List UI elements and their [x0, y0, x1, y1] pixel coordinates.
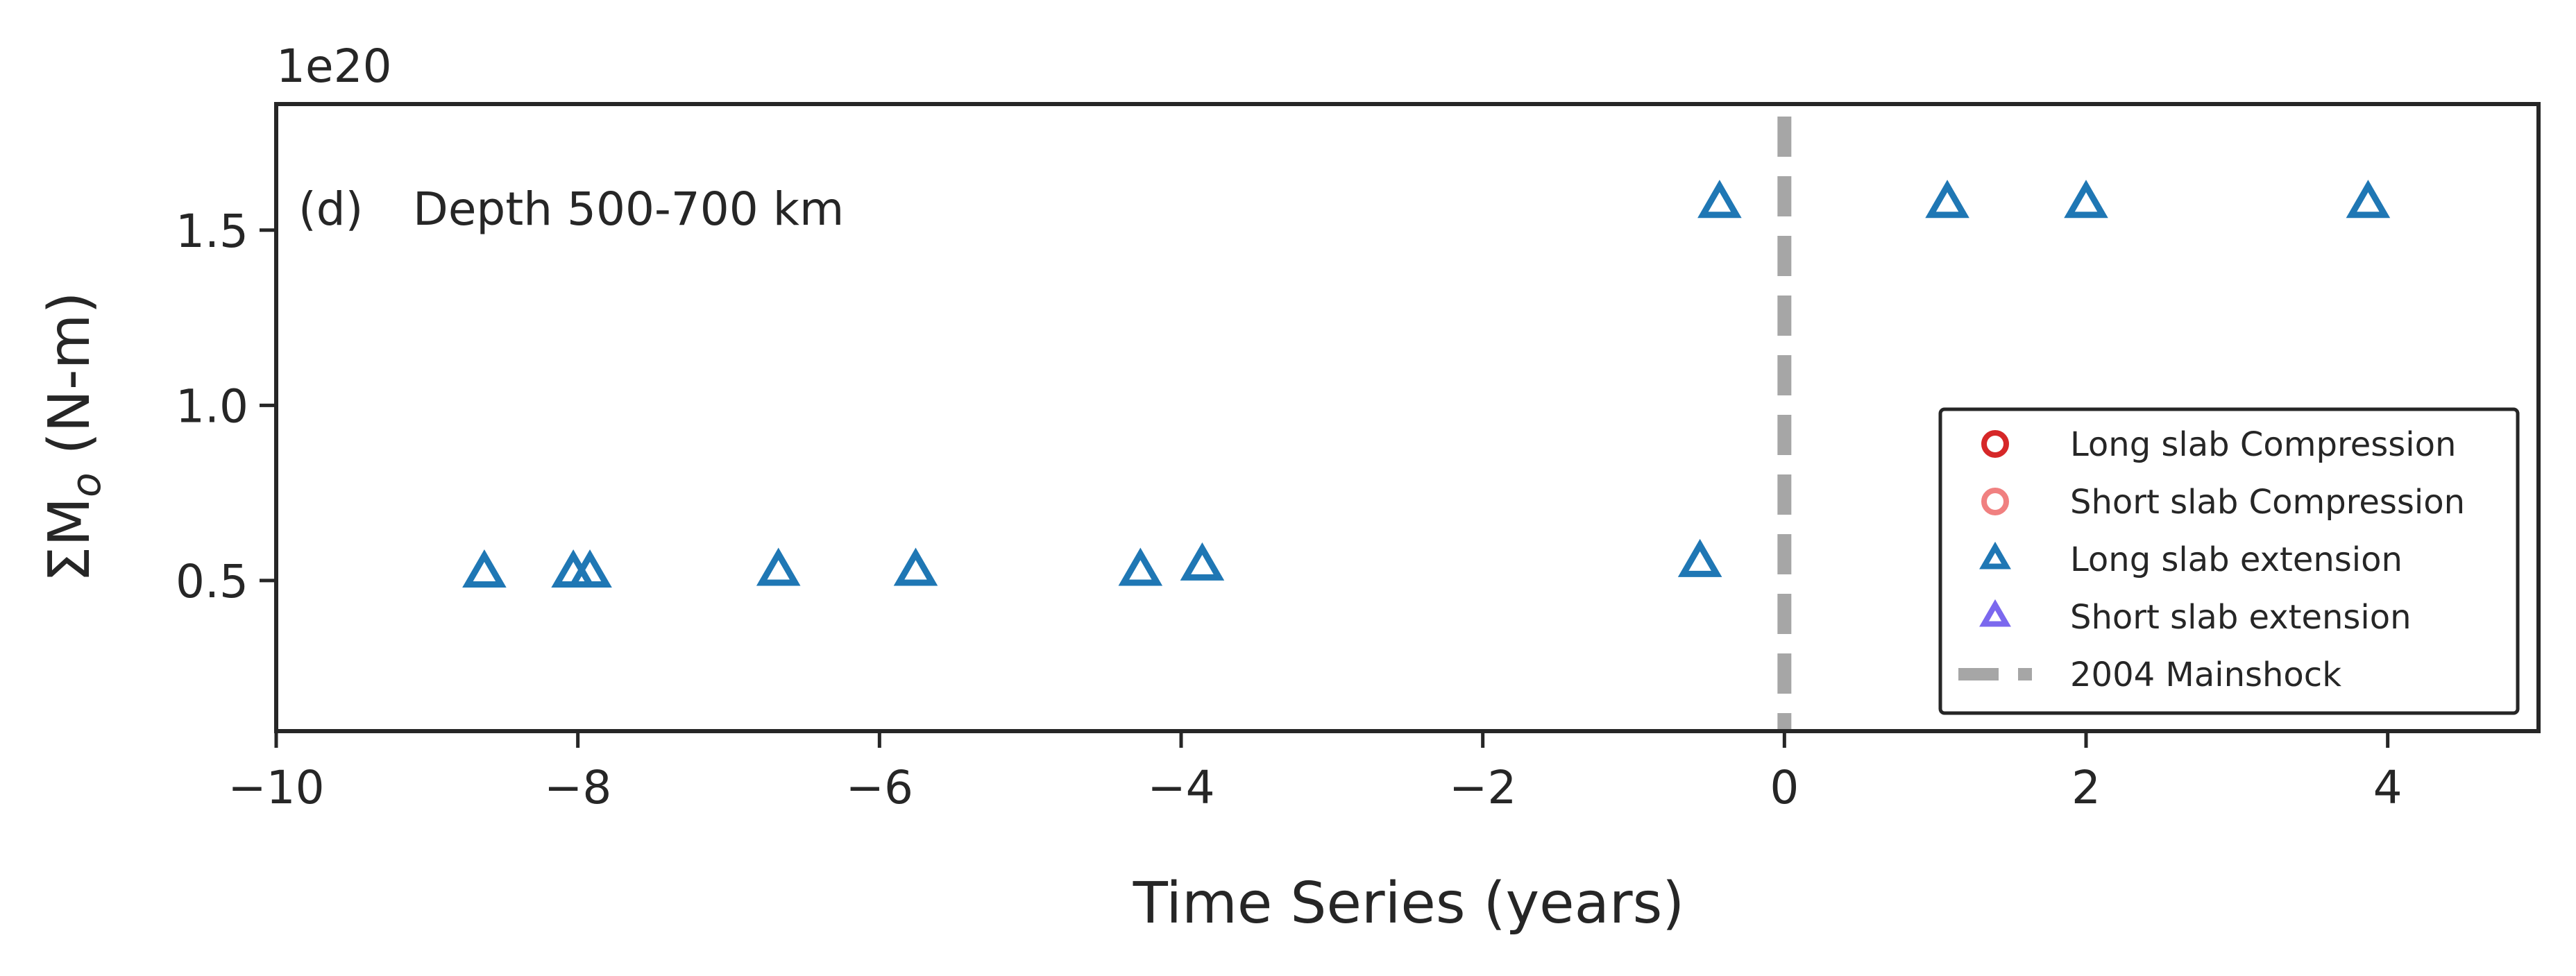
data-point-triangle [2064, 180, 2108, 219]
legend-label: Long slab extension [2070, 540, 2403, 579]
plot-frame [274, 102, 2541, 733]
data-point-triangle [1697, 180, 1742, 219]
x-tick-label: 2 [2071, 761, 2101, 814]
data-point-triangle [893, 547, 938, 586]
depth-annotation: Depth 500-700 km [413, 182, 844, 236]
legend-label: Short slab extension [2070, 598, 2412, 637]
legend-marker-triangle [1979, 599, 2011, 627]
plot-area [274, 102, 2541, 733]
x-tick-label: −10 [228, 761, 324, 814]
data-point-triangle [756, 547, 801, 586]
legend: Long slab Compression Short slab Compress… [1938, 407, 2520, 715]
data-point-triangle [462, 549, 507, 588]
legend-label: 2004 Mainshock [2070, 656, 2341, 694]
data-point-triangle [1677, 538, 1722, 577]
y-tick-label: 0.5 [176, 555, 248, 608]
data-point-triangle [1925, 180, 1969, 219]
axis-ticks: −10 −8 −6 −4 −2 0 2 4 0.5 1.0 1.5 [176, 205, 2403, 814]
x-tick-label: 0 [1770, 761, 1799, 814]
x-axis-label: Time Series (years) [1133, 871, 1685, 936]
y-axis-label-unit: (N-m) [37, 292, 103, 473]
data-point-triangle [1180, 542, 1225, 581]
data-point-triangle [568, 549, 612, 588]
legend-label: Short slab Compression [2070, 483, 2465, 522]
legend-box [1938, 407, 2520, 715]
y-tick-label: 1.5 [176, 205, 248, 258]
x-tick-label: −2 [1449, 761, 1516, 814]
data-point-triangle [2346, 180, 2391, 219]
legend-marker-circle [1981, 430, 2009, 458]
x-tick-label: −8 [544, 761, 611, 814]
y-tick-label: 1.0 [176, 379, 248, 433]
y-axis-label-subscript: o [62, 472, 110, 497]
legend-marker-triangle [1979, 541, 2011, 570]
legend-marker-circle [1981, 488, 2009, 515]
y-axis-label: ΣMo (N-m) [37, 292, 110, 583]
y-axis-label-main: ΣM [37, 497, 103, 583]
panel-label: (d) [298, 182, 363, 236]
offset-text: 1e20 [276, 40, 392, 93]
x-tick-label: −4 [1147, 761, 1214, 814]
x-tick-label: 4 [2373, 761, 2403, 814]
data-markers [462, 180, 2391, 588]
legend-label: Long slab Compression [2070, 425, 2456, 464]
x-tick-label: −6 [846, 761, 913, 814]
data-point-triangle [1118, 547, 1163, 586]
